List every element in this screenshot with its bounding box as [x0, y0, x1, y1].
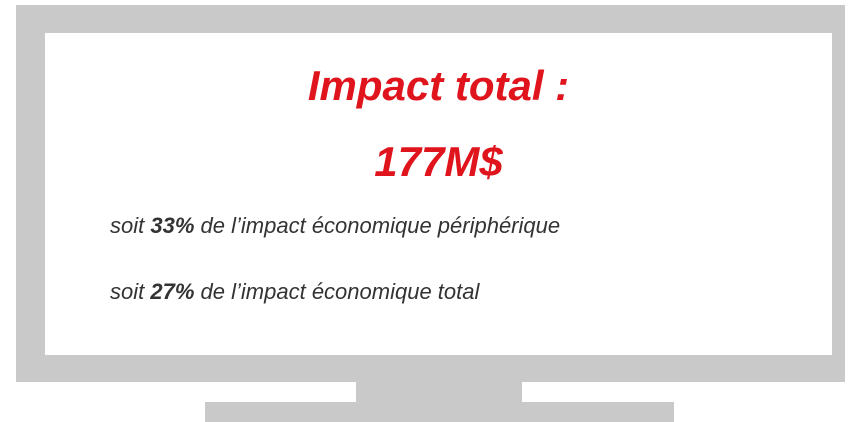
info-line: soit 33% de l’impact économique périphér…	[110, 213, 560, 239]
prefix: soit	[110, 213, 145, 238]
info-line: soit 27% de l’impact économique total	[110, 279, 479, 305]
title-line: 177M$	[374, 138, 503, 185]
title-line: Impact total :	[307, 62, 570, 109]
percent: 27%	[150, 279, 195, 304]
prefix: soit	[110, 279, 145, 304]
description: de l’impact économique total	[200, 279, 480, 304]
monitor-base	[205, 402, 674, 422]
description: de l’impact économique périphérique	[200, 213, 561, 238]
percent: 33%	[150, 213, 195, 238]
monitor-neck	[356, 382, 522, 402]
monitor-screen	[45, 33, 832, 355]
